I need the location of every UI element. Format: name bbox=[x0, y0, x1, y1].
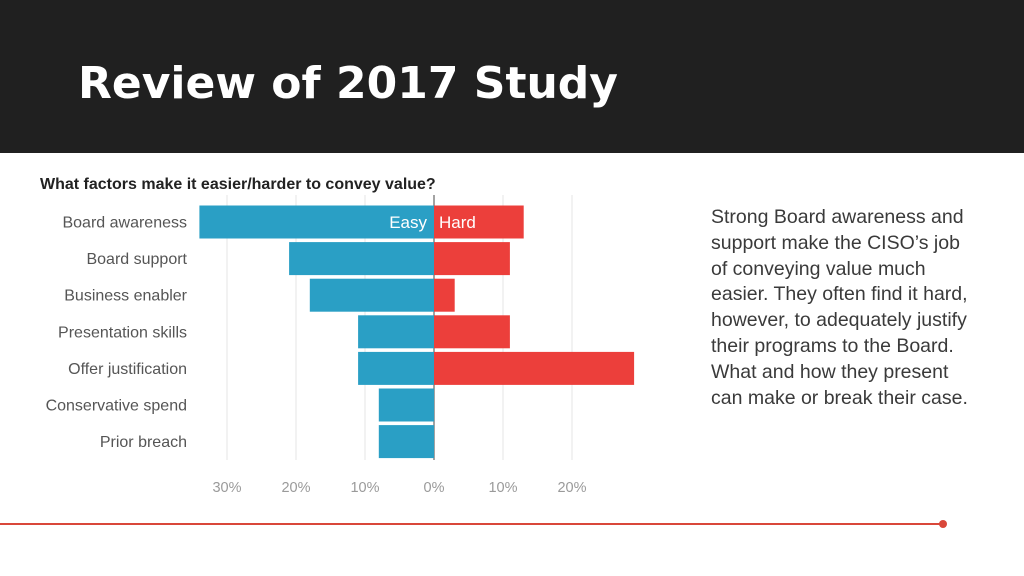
category-label: Conservative spend bbox=[46, 398, 187, 415]
bar-easy bbox=[378, 425, 434, 459]
category-label: Business enabler bbox=[64, 288, 187, 305]
category-label: Board awareness bbox=[62, 215, 187, 232]
description-line: Strong Board awareness and bbox=[711, 206, 964, 228]
bar-hard bbox=[434, 242, 510, 276]
category-label: Offer justification bbox=[68, 361, 187, 378]
bar-easy bbox=[358, 315, 434, 349]
description-line: What and how they present bbox=[711, 360, 949, 383]
description-line: can make or break their case. bbox=[711, 386, 968, 409]
bar-hard bbox=[434, 351, 635, 385]
x-tick-label: 20% bbox=[557, 480, 586, 496]
x-tick-label: 0% bbox=[424, 480, 445, 496]
description-line: easier. They often find it hard, bbox=[711, 283, 968, 306]
legend-label-easy: Easy bbox=[389, 213, 427, 232]
x-tick-label: 10% bbox=[488, 480, 517, 496]
footer-divider bbox=[0, 523, 943, 525]
x-tick-label: 10% bbox=[350, 480, 379, 496]
bar-hard bbox=[434, 278, 455, 312]
category-label: Board support bbox=[86, 251, 187, 268]
bar-easy bbox=[289, 242, 434, 276]
bar-hard bbox=[434, 205, 524, 239]
bar-easy bbox=[378, 388, 434, 422]
description-line: support make the CISO’s job bbox=[711, 231, 960, 254]
chart-title: What factors make it easier/harder to co… bbox=[40, 176, 436, 193]
description-line: of conveying value much bbox=[711, 257, 926, 280]
bar-easy bbox=[358, 351, 434, 385]
description-line: their programs to the Board. bbox=[711, 334, 954, 357]
bar-hard bbox=[434, 315, 510, 349]
diverging-bar-chart: 30% 20% 10% 0% 10% 20% Board awareness Board su… bbox=[46, 195, 635, 496]
title-bar bbox=[0, 0, 1024, 153]
category-label: Presentation skills bbox=[58, 324, 187, 341]
legend-label-hard: Hard bbox=[439, 213, 476, 232]
x-tick-label: 30% bbox=[212, 480, 241, 496]
description-line: however, to adequately justify bbox=[711, 309, 967, 332]
footer-divider-dot bbox=[939, 520, 947, 528]
x-tick-label: 20% bbox=[281, 480, 310, 496]
category-label: Prior breach bbox=[100, 434, 187, 451]
slide-title: Review of 2017 Study bbox=[78, 58, 618, 109]
bar-easy bbox=[309, 278, 434, 312]
bar-easy bbox=[199, 205, 434, 239]
description-text: Strong Board awareness and support make … bbox=[711, 205, 1001, 411]
